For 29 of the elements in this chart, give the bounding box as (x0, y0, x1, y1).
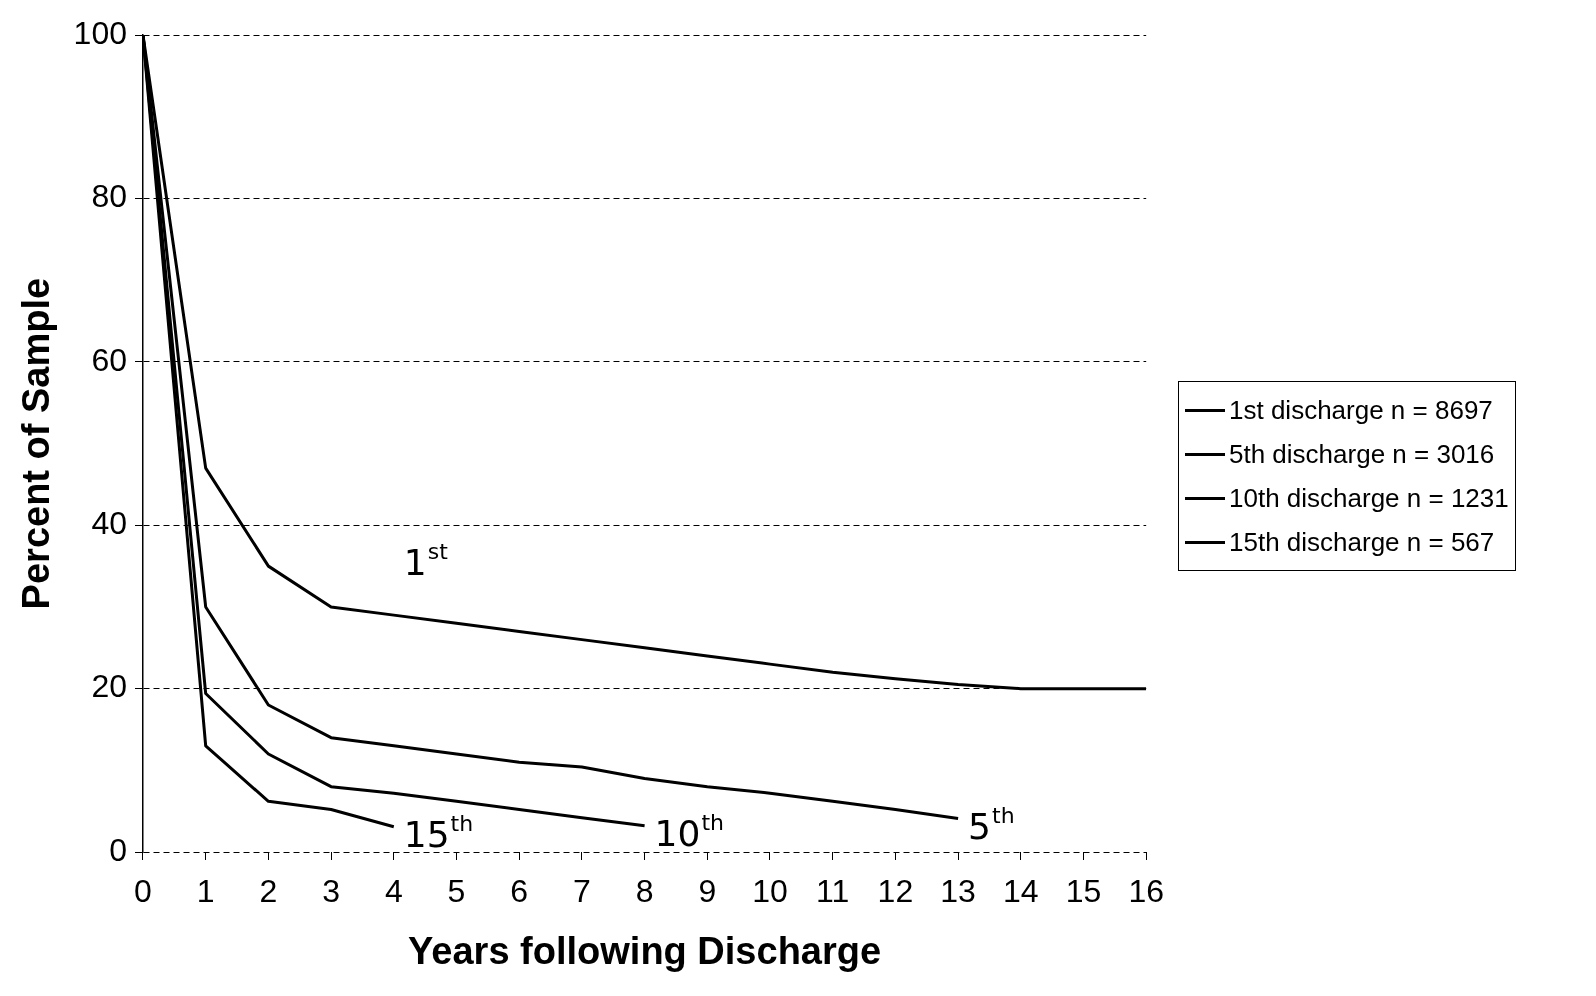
x-tick-label: 9 (698, 873, 717, 910)
y-axis-title: Percent of Sample (15, 277, 58, 610)
x-tick-label: 14 (1003, 873, 1039, 910)
x-tick-label: 16 (1128, 873, 1164, 910)
x-tick-label: 12 (877, 873, 914, 910)
x-tick-label: 15 (1065, 873, 1102, 910)
x-tick-label: 6 (510, 873, 529, 910)
y-tick-label: 60 (91, 341, 127, 378)
legend-label: 5th discharge n = 3016 (1229, 438, 1495, 471)
x-tick-label: 11 (816, 873, 850, 910)
x-tick-label: 0 (134, 873, 152, 910)
x-tick-label: 4 (384, 873, 403, 910)
legend-label: 1st discharge n = 8697 (1229, 394, 1493, 427)
y-tick-label: 20 (91, 668, 127, 705)
y-tick-label: 80 (91, 178, 127, 215)
x-tick-label: 3 (322, 873, 340, 910)
y-tick-label: 40 (91, 505, 127, 542)
x-tick-label: 5 (447, 873, 466, 910)
x-tick-label: 13 (940, 873, 976, 910)
x-tick-label: 2 (259, 873, 278, 910)
x-tick-label: 10 (752, 873, 788, 910)
x-tick-label: 1 (196, 873, 215, 910)
y-tick-label: 0 (109, 831, 127, 868)
x-axis-title: Years following Discharge (408, 929, 882, 972)
y-tick-label: 100 (73, 15, 127, 52)
legend-label: 10th discharge n = 1231 (1229, 482, 1509, 515)
x-tick-label: 7 (573, 873, 591, 910)
x-tick-label: 8 (635, 873, 654, 910)
legend-label: 15th discharge n = 567 (1229, 526, 1495, 559)
